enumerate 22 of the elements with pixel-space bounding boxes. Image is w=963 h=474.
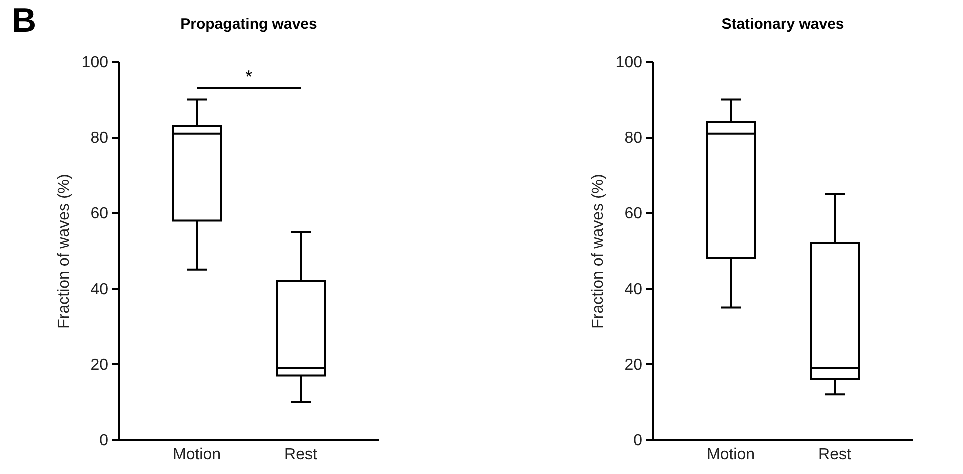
- y-tick-label: 20: [624, 356, 643, 374]
- y-tick-label: 60: [90, 206, 109, 223]
- y-tick-label: 80: [90, 130, 109, 148]
- chart-title: Propagating waves: [180, 16, 318, 33]
- y-tick-label: 100: [616, 54, 643, 72]
- y-tick-label: 0: [634, 432, 643, 450]
- y-axis-title: Fraction of waves (%): [590, 174, 607, 329]
- y-tick-label: 40: [90, 281, 109, 298]
- chart-title: Stationary waves: [722, 16, 844, 33]
- text: B: [12, 2, 37, 41]
- y-tick-label: 20: [90, 356, 109, 374]
- y-tick-label: 40: [624, 281, 643, 298]
- y-tick-label: 100: [82, 54, 109, 72]
- x-tick-label: Rest: [818, 446, 852, 464]
- x-tick-label: Rest: [284, 446, 318, 464]
- x-tick-label: Motion: [706, 446, 756, 464]
- y-tick-label: 0: [100, 432, 109, 450]
- y-tick-label: 60: [624, 206, 643, 223]
- y-tick-label: 80: [624, 130, 643, 148]
- y-axis-title: Fraction of waves (%): [56, 174, 73, 329]
- x-tick-label: Motion: [172, 446, 222, 464]
- annotation: *: [245, 67, 253, 87]
